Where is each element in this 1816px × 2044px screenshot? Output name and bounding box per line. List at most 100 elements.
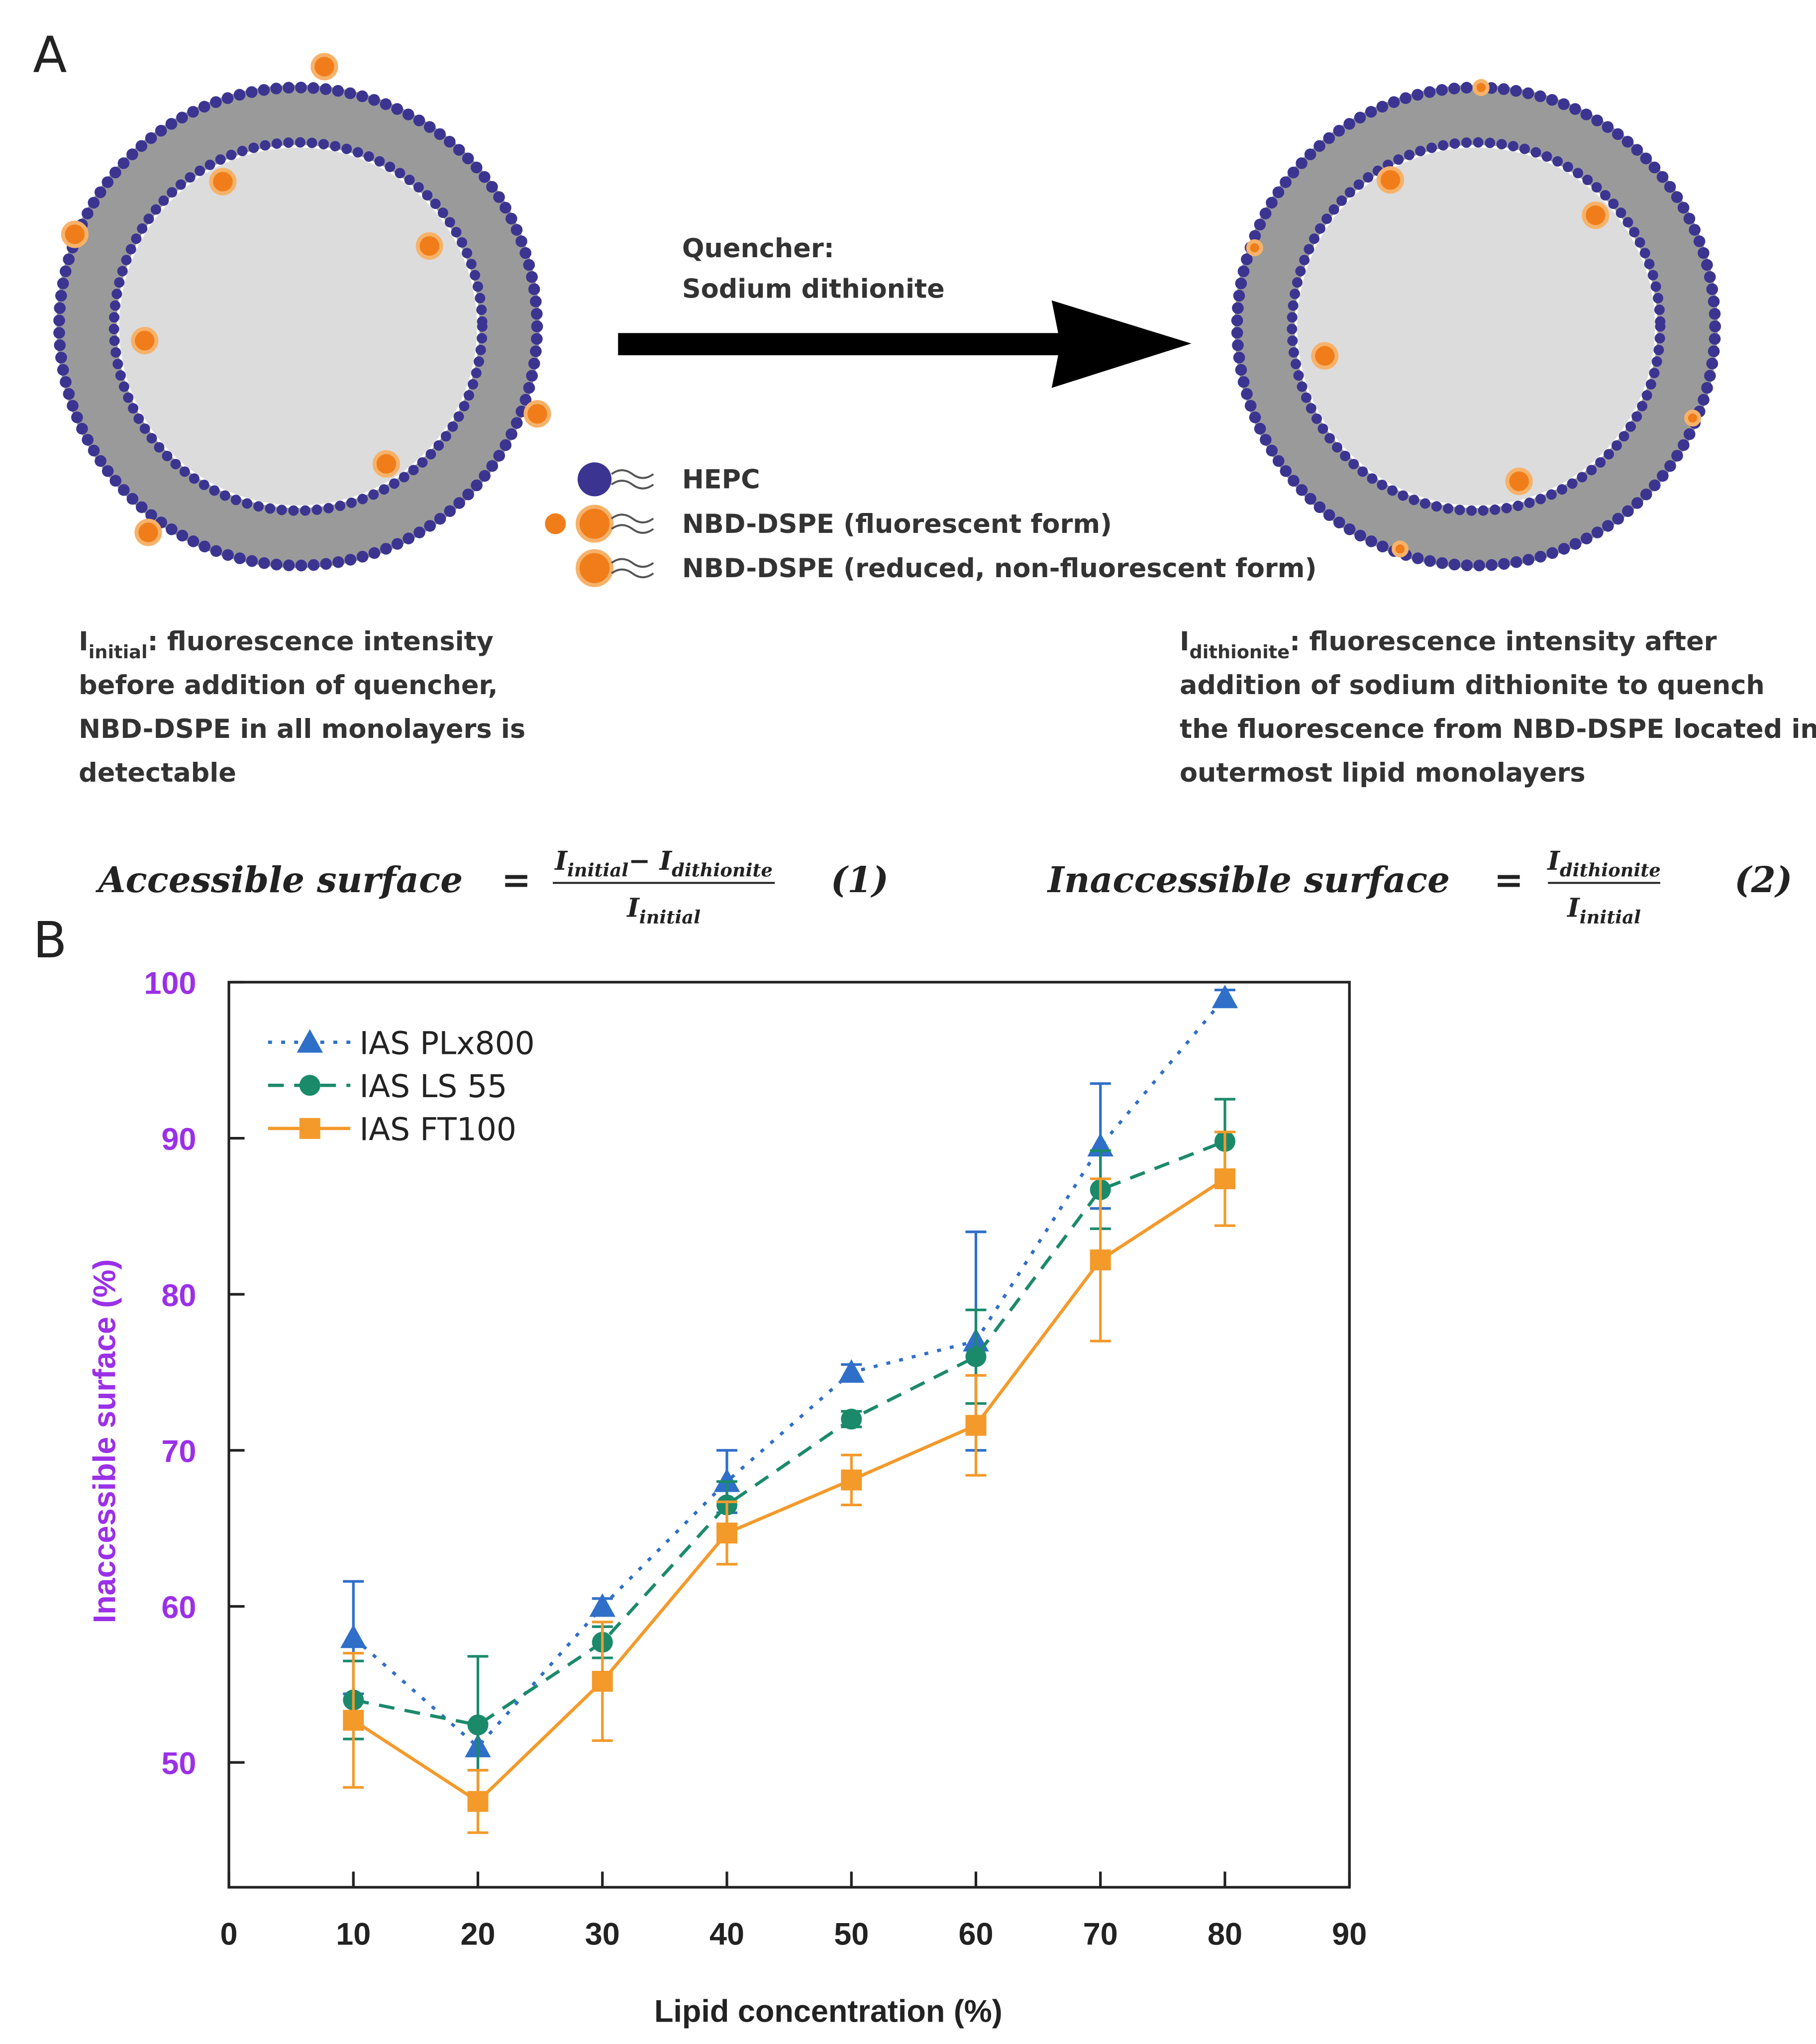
equation-name: Inaccessible surface — [1047, 859, 1450, 901]
legend-label: NBD-DSPE (reduced, non-fluorescent form) — [682, 553, 1317, 584]
y-tick-label: 70 — [161, 1434, 196, 1469]
x-tick-label: 30 — [585, 1917, 620, 1952]
nbd-dspe — [134, 518, 162, 546]
nbd-dspe — [209, 168, 237, 196]
equation-number: (2) — [1734, 859, 1792, 901]
plot-frame — [227, 981, 1351, 1889]
caption-subscript: initial — [89, 641, 148, 663]
bilayer — [1234, 85, 1718, 568]
denominator: Iinitial — [1566, 893, 1641, 928]
nbd-dspe — [310, 53, 338, 81]
arrow — [618, 300, 1192, 388]
marker — [1211, 985, 1238, 1009]
caption-line: detectable — [79, 758, 236, 788]
panel-label: B — [33, 911, 67, 969]
numerator: Iinitial− Idithionite — [554, 846, 772, 881]
equation-number: (1) — [831, 859, 889, 901]
denominator: Iinitial — [626, 893, 701, 928]
subscript: initial — [567, 859, 628, 881]
series-line — [352, 1177, 1226, 1804]
inner-heads — [108, 137, 488, 516]
inner-heads — [1287, 137, 1666, 516]
marker — [841, 1469, 862, 1491]
marker — [841, 1409, 862, 1430]
symbol: − I — [628, 846, 672, 876]
chart: B 0 10 20 30 40 50 60 70 80 90 50 60 70 80 90 100 Lipid c… — [33, 911, 1367, 2029]
y-tick-label: 50 — [161, 1746, 196, 1781]
x-tick-label: 70 — [1083, 1917, 1118, 1952]
equals: = — [1494, 859, 1523, 901]
legend-head — [575, 505, 614, 543]
caption-subscript: dithionite — [1190, 641, 1290, 663]
caption-line: NBD-DSPE in all monolayers is — [79, 714, 525, 744]
y-axis-label: Inaccessible surface (%) — [88, 1259, 122, 1624]
symbol: I — [1566, 893, 1580, 923]
legend-label: IAS PLx800 — [360, 1025, 535, 1061]
marker — [1214, 1168, 1235, 1190]
nbd-dspe — [131, 326, 159, 355]
nbd-dspe — [1246, 239, 1263, 257]
nbd-dspe — [1311, 342, 1339, 370]
caption-text: : fluorescence intensity after — [1290, 626, 1716, 657]
x-tick-label: 20 — [460, 1917, 495, 1952]
nbd-dspe — [415, 232, 443, 260]
legend-tail — [610, 513, 654, 534]
lumen — [1297, 147, 1655, 506]
marker — [589, 1593, 616, 1617]
legend-label: NBD-DSPE (fluorescent form) — [682, 509, 1112, 539]
caption-symbol: I — [1180, 626, 1190, 657]
numerator: Idithionite — [1546, 846, 1660, 881]
series-line — [352, 997, 1226, 1749]
legend-tail — [610, 558, 654, 579]
marker — [838, 1359, 865, 1383]
nbd-dspe — [1684, 409, 1702, 427]
x-tick-label: 40 — [709, 1917, 744, 1952]
y-tick-label: 80 — [161, 1278, 196, 1313]
caption-line: the fluorescence from NBD-DSPE located i… — [1180, 714, 1816, 744]
caption-symbol: I — [79, 626, 89, 657]
x-tick-label: 90 — [1332, 1917, 1367, 1952]
series-line — [353, 1139, 1226, 1727]
symbol: I — [554, 846, 568, 876]
lumen — [119, 147, 477, 506]
quencher-label: Quencher: — [682, 233, 834, 264]
caption-line: Idithionite: fluorescence intensity afte… — [1180, 626, 1717, 663]
x-tick-label: 0 — [220, 1917, 238, 1952]
nbd-dspe — [1377, 166, 1405, 194]
legend-label: IAS LS 55 — [360, 1068, 507, 1105]
marker — [592, 1671, 613, 1692]
equations: Accessible surface = Iinitial− Idithionite… — [96, 846, 1793, 928]
x-tick-label: 50 — [834, 1917, 869, 1952]
panel-label: A — [33, 25, 67, 84]
legend-marker — [297, 1029, 323, 1053]
caption-text: : fluorescence intensity — [148, 626, 494, 657]
marker — [1090, 1249, 1111, 1271]
legend-glow — [545, 513, 566, 534]
y-tick-label: 90 — [161, 1122, 196, 1157]
equals: = — [502, 859, 531, 901]
nbd-dspe — [1505, 467, 1533, 495]
nbd-dspe — [372, 450, 401, 478]
subscript: dithionite — [1560, 859, 1661, 881]
legend-tail — [610, 469, 654, 490]
legend-label: HEPC — [682, 465, 760, 495]
legend-label: IAS FT100 — [360, 1112, 516, 1148]
caption-line: outermost lipid monolayers — [1180, 758, 1586, 788]
diagram-legend: HEPC NBD-DSPE (fluorescent form) NBD-DSPE … — [545, 462, 1317, 587]
marker — [965, 1415, 987, 1436]
legend-marker — [299, 1075, 320, 1096]
y-tick-label: 100 — [144, 966, 196, 1001]
marker — [716, 1523, 738, 1544]
nbd-dspe — [1472, 79, 1490, 97]
outer-heads — [53, 82, 543, 572]
subscript: initial — [639, 907, 701, 928]
captions: Iinitial: fluorescence intensity before a… — [79, 626, 1816, 788]
equation-name: Accessible surface — [96, 859, 463, 901]
nbd-dspe — [523, 400, 551, 428]
quencher-label: Sodium dithionite — [682, 274, 945, 304]
legend-head — [577, 462, 612, 497]
vesicles — [53, 53, 1721, 572]
marker — [343, 1710, 364, 1731]
x-tick-label: 10 — [336, 1917, 371, 1952]
